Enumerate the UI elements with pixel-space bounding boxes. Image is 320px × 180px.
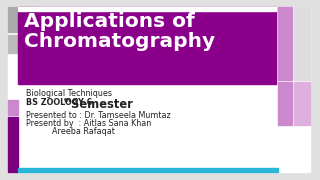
- Text: Chromatography: Chromatography: [24, 32, 215, 51]
- Bar: [18, 168, 278, 172]
- Text: Biological Techniques: Biological Techniques: [26, 89, 112, 98]
- Text: Areeba Rafaqat: Areeba Rafaqat: [52, 127, 115, 136]
- Text: Semester: Semester: [67, 98, 133, 111]
- Bar: [8, 100, 18, 115]
- Bar: [18, 7, 276, 84]
- Bar: [294, 82, 310, 125]
- Text: BS ZOOLOGY 6: BS ZOOLOGY 6: [26, 98, 92, 107]
- Bar: [8, 35, 26, 53]
- Text: th: th: [63, 98, 71, 103]
- Bar: [278, 7, 292, 80]
- Bar: [294, 7, 310, 80]
- Text: Presented to : Dr. Tamseela Mumtaz: Presented to : Dr. Tamseela Mumtaz: [26, 111, 171, 120]
- Bar: [8, 7, 38, 32]
- Bar: [8, 117, 18, 172]
- Bar: [278, 82, 292, 125]
- Bar: [18, 7, 276, 11]
- Text: Applications of: Applications of: [24, 12, 195, 31]
- Text: Presentd by  : Aitlas Sana Khan: Presentd by : Aitlas Sana Khan: [26, 119, 151, 128]
